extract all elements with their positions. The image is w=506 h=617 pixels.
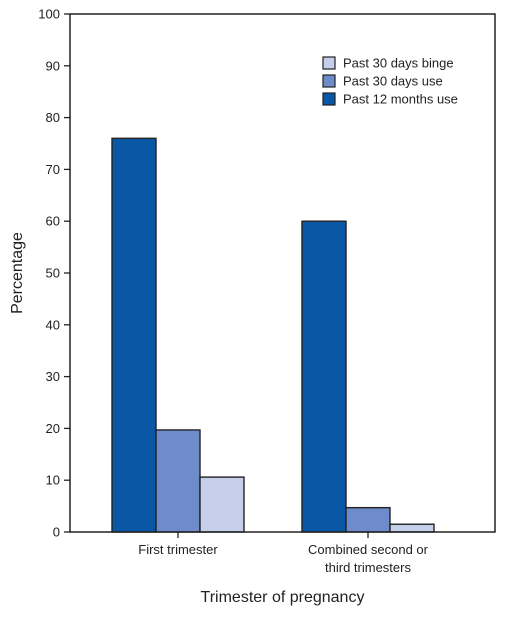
x-category-label: First trimester: [138, 542, 218, 557]
legend-entry: Past 12 months use: [343, 92, 458, 107]
bar-past-30-days-binge-1: [199, 476, 245, 533]
y-axis-title: Percentage: [9, 232, 26, 314]
legend-entry: Past 30 days use: [343, 74, 443, 89]
legend-swatch: [322, 92, 336, 106]
x-category-label: third trimesters: [325, 560, 411, 575]
y-tick-label: 60: [46, 214, 60, 229]
bar-past-30-days-use-1: [155, 429, 201, 533]
legend-swatch: [322, 56, 336, 70]
y-tick-label: 100: [38, 7, 60, 22]
y-tick-label: 10: [46, 473, 60, 488]
plot-frame: [69, 13, 496, 533]
y-tick-label: 90: [46, 58, 60, 73]
plot-border: [69, 13, 496, 533]
y-tick-label: 40: [46, 317, 60, 332]
bar-past-30-days-binge-2: [389, 523, 435, 533]
x-axis-title: Trimester of pregnancy: [201, 589, 365, 606]
bar-past-12-months-use-2: [301, 220, 347, 533]
y-axis-ticks: 0 10 20 30 40 50 60 70 80 90 100: [38, 7, 70, 540]
x-axis-category-labels: First trimester Combined second or third t…: [138, 532, 429, 575]
bar-past-30-days-use-2: [345, 506, 391, 533]
y-tick-label: 20: [46, 421, 60, 436]
y-tick-label: 70: [46, 162, 60, 177]
x-category-label: Combined second or: [308, 542, 429, 557]
bars: [111, 137, 435, 533]
legend-entry: Past 30 days binge: [343, 56, 454, 71]
y-tick-label: 80: [46, 110, 60, 125]
legend: Past 30 days binge Past 30 days use Past 1…: [322, 56, 458, 107]
legend-swatch: [322, 74, 336, 88]
y-tick-label: 30: [46, 369, 60, 384]
bar-past-12-months-use-1: [111, 137, 157, 533]
y-tick-label: 0: [53, 525, 60, 540]
y-tick-label: 50: [46, 266, 60, 281]
